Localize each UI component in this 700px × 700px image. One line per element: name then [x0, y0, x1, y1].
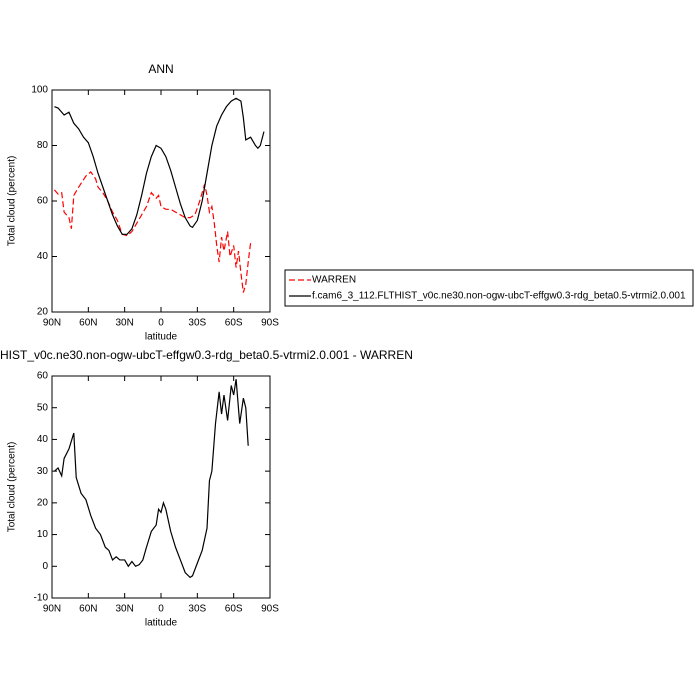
y-tick-label: 80 [37, 140, 49, 151]
y-axis-label: Total cloud (percent) [7, 156, 18, 247]
y-tick-label: 0 [42, 561, 48, 572]
y-tick-label: 20 [37, 307, 49, 318]
x-tick-label: 90N [43, 604, 61, 615]
x-axis-label: latitude [145, 618, 178, 629]
data-line [54, 97, 265, 235]
plot-frame [51, 89, 271, 313]
x-tick-label: 60S [225, 318, 243, 329]
x-tick-label: 90S [261, 318, 279, 329]
y-tick-label: 60 [37, 371, 49, 382]
legend-label: WARREN [312, 275, 356, 286]
x-tick-label: 0 [158, 318, 164, 329]
y-tick-label: 40 [37, 434, 49, 445]
y-axis-label: Total cloud (percent) [7, 442, 18, 533]
y-tick-label: 20 [37, 497, 49, 508]
plot-frame [51, 375, 271, 599]
x-tick-label: 60S [225, 604, 243, 615]
chart-title: HIST_v0c.ne30.non-ogw-ubcT-effgw0.3-rdg_… [0, 348, 413, 362]
y-tick-label: 30 [37, 466, 49, 477]
x-tick-label: 0 [158, 604, 164, 615]
chart-title: ANN [148, 62, 173, 76]
x-tick-label: 30N [115, 604, 133, 615]
x-axis-label: latitude [145, 332, 178, 343]
x-tick-label: 30S [188, 604, 206, 615]
y-tick-label: 40 [37, 251, 49, 262]
y-tick-label: 50 [37, 402, 49, 413]
x-tick-label: 90S [261, 604, 279, 615]
x-tick-label: 90N [43, 318, 61, 329]
data-line [53, 170, 252, 293]
x-tick-label: 60N [79, 318, 97, 329]
data-line [54, 379, 249, 579]
y-tick-label: -10 [34, 593, 49, 604]
y-tick-label: 100 [31, 85, 48, 96]
y-tick-label: 10 [37, 529, 49, 540]
y-tick-label: 60 [37, 196, 49, 207]
x-tick-label: 60N [79, 604, 97, 615]
legend-box [284, 269, 694, 307]
x-tick-label: 30S [188, 318, 206, 329]
legend-label: f.cam6_3_112.FLTHIST_v0c.ne30.non-ogw-ub… [312, 291, 686, 302]
x-tick-label: 30N [115, 318, 133, 329]
